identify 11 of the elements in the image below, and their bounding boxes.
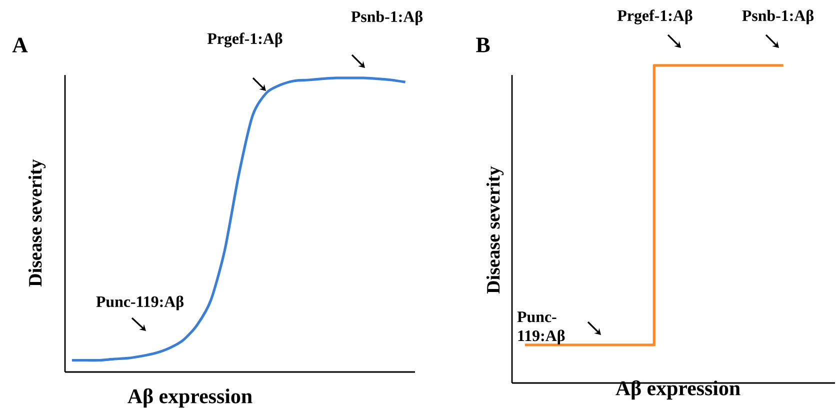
y-axis-title: Disease severity xyxy=(486,166,504,294)
x-axis-title: Aβ expression xyxy=(128,388,252,408)
chart-title: A xyxy=(12,38,28,52)
y-axis-title: Disease severity xyxy=(28,159,46,287)
text: Psnb-1:Aβ xyxy=(742,10,814,24)
text: Prgef-1:Aβ xyxy=(617,10,692,24)
annotation: Punc-119:Aβ xyxy=(517,312,565,344)
annotation: Punc-119:Aβ xyxy=(96,296,184,310)
text: Prgef-1:Aβ xyxy=(207,32,282,48)
text: Psnb-1:Aβ xyxy=(351,10,423,26)
chart-title: B xyxy=(476,38,490,52)
